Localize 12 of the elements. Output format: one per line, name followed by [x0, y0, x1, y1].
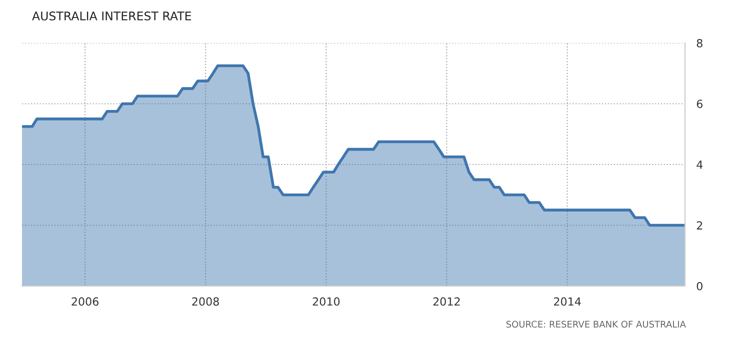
y-tick-label: 2	[696, 221, 702, 230]
y-tick-label: 0	[696, 282, 702, 290]
y-tick-label: 6	[696, 100, 702, 108]
x-tick-label: 2012	[433, 297, 460, 306]
x-tick-label: 2014	[554, 297, 581, 306]
x-tick-label: 2006	[72, 297, 98, 306]
source-note: SOURCE: RESERVE BANK OF AUSTRALIA	[506, 320, 686, 328]
chart-title: AUSTRALIA INTEREST RATE	[32, 11, 192, 20]
y-tick-label: 4	[696, 160, 703, 169]
x-tick-label: 2008	[192, 297, 219, 306]
x-tick-label: 2010	[312, 297, 340, 306]
y-tick-label: 8	[696, 38, 702, 48]
